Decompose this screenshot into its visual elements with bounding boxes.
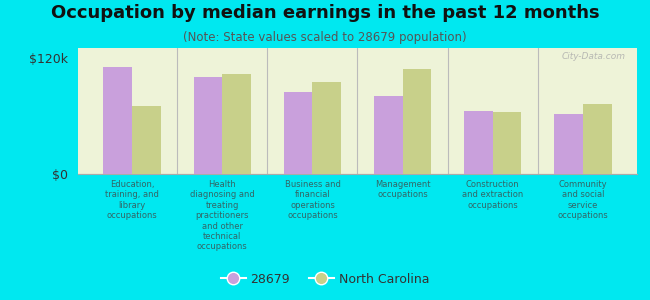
Text: Occupation by median earnings in the past 12 months: Occupation by median earnings in the pas… bbox=[51, 4, 599, 22]
Bar bbox=[103, 68, 132, 174]
Bar bbox=[583, 104, 612, 174]
Bar bbox=[374, 97, 402, 174]
Bar bbox=[194, 77, 222, 174]
Bar bbox=[402, 69, 432, 174]
Bar bbox=[132, 106, 161, 174]
Text: Construction
and extraction
occupations: Construction and extraction occupations bbox=[462, 180, 523, 210]
Text: Health
diagnosing and
treating
practitioners
and other
technical
occupations: Health diagnosing and treating practitio… bbox=[190, 180, 255, 251]
Bar bbox=[222, 74, 251, 174]
Text: Community
and social
service
occupations: Community and social service occupations bbox=[558, 180, 608, 220]
Text: Management
occupations: Management occupations bbox=[375, 180, 430, 200]
Text: Education,
training, and
library
occupations: Education, training, and library occupat… bbox=[105, 180, 159, 220]
Text: (Note: State values scaled to 28679 population): (Note: State values scaled to 28679 popu… bbox=[183, 32, 467, 44]
Bar bbox=[313, 82, 341, 174]
Bar bbox=[464, 111, 493, 174]
Text: City-Data.com: City-Data.com bbox=[562, 52, 626, 61]
Bar bbox=[283, 92, 313, 174]
Bar bbox=[493, 112, 521, 174]
Text: Business and
financial
operations
occupations: Business and financial operations occupa… bbox=[285, 180, 341, 220]
Bar bbox=[554, 114, 583, 174]
Legend: 28679, North Carolina: 28679, North Carolina bbox=[216, 268, 434, 291]
